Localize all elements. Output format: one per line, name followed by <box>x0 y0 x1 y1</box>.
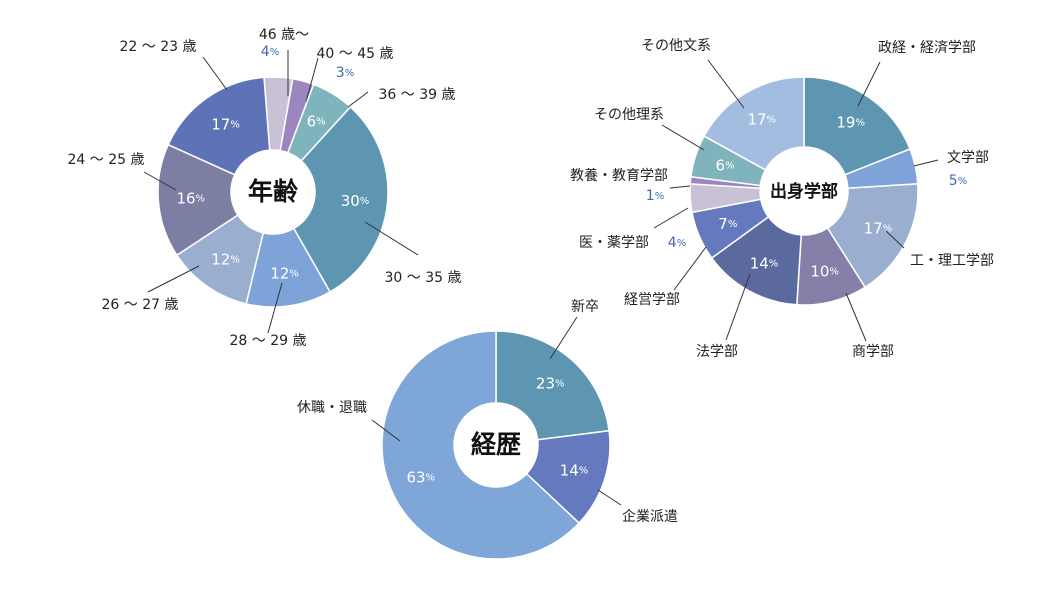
chart-title: 年齢 <box>248 177 298 206</box>
slice-2-leader-line <box>347 91 369 108</box>
slice-3-leader-line <box>845 292 867 342</box>
slice-1-value-label: 14% <box>560 461 589 479</box>
donut-hole <box>760 147 848 235</box>
donut-hole <box>231 150 315 234</box>
slice-0-category-label: 新卒 <box>571 299 599 315</box>
slice-7-leader-line <box>202 56 228 91</box>
slice-6-value-label: 4% <box>668 235 686 251</box>
slice-1-leader-line <box>913 159 939 167</box>
slice-1-category-label: 企業派遣 <box>622 508 678 525</box>
slice-1-category-label: 40 ～ 45 歳 <box>317 46 394 62</box>
slice-6-leader-line <box>653 207 689 229</box>
slice-7-category-label: 22 ～ 23 歳 <box>120 39 197 55</box>
slice-6-leader-line <box>143 171 177 191</box>
slice-0-value-label: 4% <box>261 44 279 60</box>
donut-hole <box>454 403 538 487</box>
slice-7-value-label: 1% <box>646 188 664 204</box>
chart-title: 経歴 <box>471 430 521 459</box>
slice-3-category-label: 30 ～ 35 歳 <box>385 270 462 286</box>
slice-3-value-label: 30% <box>341 192 370 210</box>
slice-7-category-label: 教養・教育学部 <box>570 167 668 184</box>
slice-2-leader-line <box>885 230 905 249</box>
slice-9-value-label: 17% <box>747 110 776 128</box>
slice-2-value-label: 63% <box>406 468 435 486</box>
slice-0-category-label: 政経・経済学部 <box>878 40 976 56</box>
slice-2-leader-line <box>371 419 401 442</box>
slice-8-value-label: 6% <box>716 156 735 174</box>
slice-0-category-label: 46 歳～ <box>259 27 309 43</box>
slice-2-category-label: 休職・退職 <box>297 400 367 416</box>
slice-4-value-label: 14% <box>750 254 779 272</box>
slice-0-leader-line <box>857 61 881 107</box>
slice-9-category-label: その他文系 <box>641 38 711 54</box>
age-donut-chart: 46 歳～4% 40 ～ 45 歳 3% 6% 36 ～ 39 歳 30% 30 ～ 35 … <box>68 27 462 349</box>
slice-1-value-label: 5% <box>949 173 967 189</box>
slice-4-category-label: 法学部 <box>696 344 738 360</box>
slice-4-value-label: 12% <box>270 264 299 282</box>
slice-8-category-label: その他理系 <box>594 107 664 123</box>
slice-1-value-label: 3% <box>336 65 354 81</box>
slice-2-value-label: 17% <box>864 219 893 237</box>
slice-5-leader-line <box>673 246 707 291</box>
slice-5-value-label: 7% <box>718 214 737 232</box>
slice-2-category-label: 工・理工学部 <box>910 253 994 269</box>
slice-5-leader-line <box>147 265 200 293</box>
slice-7-value-label: 17% <box>211 115 240 133</box>
slice-0-value-label: 19% <box>836 113 865 131</box>
slice-4-leader-line <box>267 282 283 334</box>
slice-4-leader-line <box>725 273 751 341</box>
chart-title: 出身学部 <box>770 181 838 202</box>
slice-5-category-label: 26 ～ 27 歳 <box>102 297 179 313</box>
slice-3-value-label: 10% <box>810 262 839 280</box>
slice-2-value-label: 6% <box>307 112 326 130</box>
slice-6-category-label: 医・薬学部 <box>579 235 649 251</box>
slice-1-leader-line <box>597 489 622 506</box>
slice-5-value-label: 12% <box>211 250 240 268</box>
slice-7-leader-line <box>669 185 691 189</box>
slice-5-category-label: 経営学部 <box>624 292 680 308</box>
slice-0-value-label: 23% <box>536 374 565 392</box>
slice-6-category-label: 24 ～ 25 歳 <box>68 152 145 168</box>
slice-3-category-label: 商学部 <box>852 344 894 360</box>
slice-8-leader-line <box>661 124 705 151</box>
slice-4-category-label: 28 ～ 29 歳 <box>230 333 307 349</box>
slice-0-leader-line <box>549 316 578 360</box>
slice-6-value-label: 16% <box>176 189 205 207</box>
slice-1-leader-line <box>305 57 319 103</box>
slice-9-leader-line <box>707 59 745 109</box>
slice-1-category-label: 文学部 <box>947 150 989 166</box>
slice-3-leader-line <box>364 221 419 256</box>
slice-2-category-label: 36 ～ 39 歳 <box>379 87 456 103</box>
